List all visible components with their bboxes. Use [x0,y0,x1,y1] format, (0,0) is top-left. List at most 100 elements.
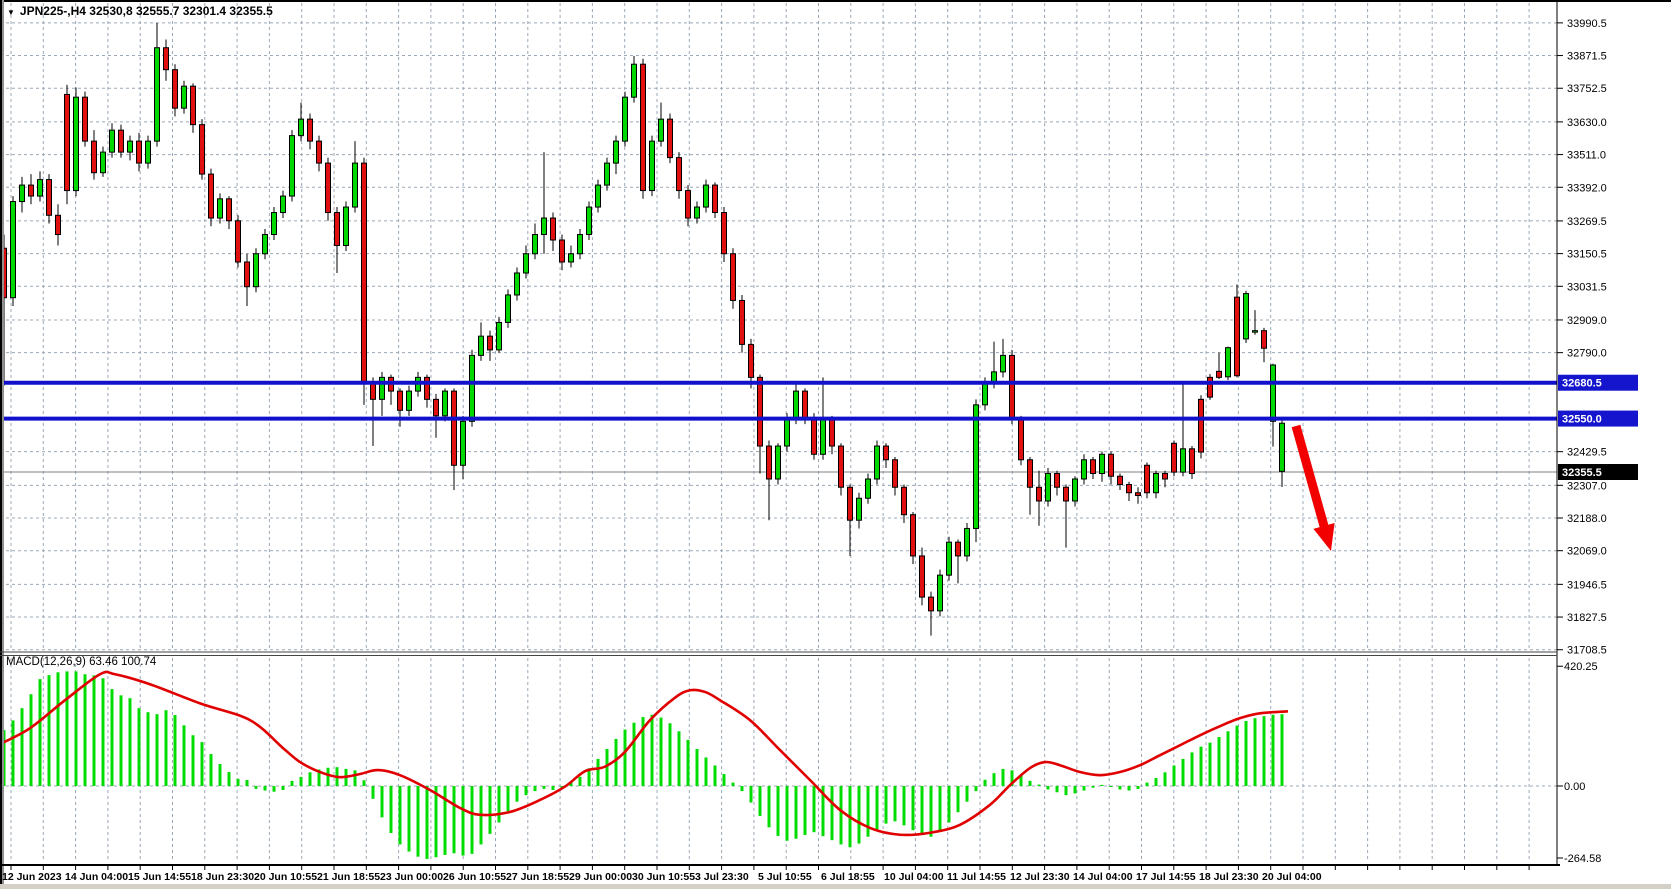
bearish-candle [1234,284,1240,378]
price-tick-label: 33511.0 [1567,150,1606,162]
bearish-candle [721,207,727,262]
bearish-candle [1162,470,1168,488]
bearish-candle [550,212,556,252]
price-tick-label: 32429.5 [1567,447,1607,459]
grid-lines [0,3,1557,862]
macd-tick-label: -264.58 [1564,853,1601,865]
bearish-candle [487,330,493,361]
bullish-candle [649,135,655,197]
time-tick-label: 11 Jul 14:55 [947,871,1006,883]
bullish-candle [37,171,43,202]
bullish-candle [1081,454,1087,485]
bullish-candle [865,473,871,504]
bullish-candle [262,229,268,260]
bullish-candle [1153,470,1159,499]
bearish-candle [883,443,889,469]
bearish-candle [838,443,844,496]
bullish-candle [10,196,16,306]
time-tick-label: 23 Jun 00:00 [380,871,443,883]
time-tick-label: 5 Jul 10:55 [758,871,812,883]
bearish-candle [730,248,736,309]
bullish-candle [352,141,358,213]
price-tick-label: 32307.0 [1567,480,1607,492]
bullish-candle [19,176,25,213]
bearish-candle [1063,484,1069,548]
bearish-candle [1216,352,1222,380]
bearish-candle [199,119,205,180]
bullish-candle [586,201,592,241]
bullish-candle [298,102,304,142]
chart-title-text: JPN225-,H4 32530,8 32555.7 32301.4 32355… [19,4,273,18]
bullish-candle [460,415,466,480]
price-tick-label: 32188.0 [1567,513,1607,525]
price-tag: 32680.5 [1558,374,1638,391]
bearish-candle [244,253,250,306]
down-arrow-annotation[interactable] [1291,424,1335,551]
bearish-candle [1054,470,1060,496]
bearish-candle [1126,481,1132,501]
bearish-candle [1018,415,1024,466]
bullish-candle [946,536,952,581]
bearish-candle [676,152,682,199]
bearish-candle [1144,462,1150,499]
bearish-candle [955,539,961,584]
window-left-edge [2,0,4,889]
time-tick-label: 14 Jul 04:00 [1073,871,1133,883]
bullish-candle [343,201,349,252]
price-tick-label: 33031.5 [1567,281,1607,293]
bullish-candle [1000,338,1006,378]
bearish-candle [892,457,898,496]
bullish-candle [1270,363,1276,447]
bearish-candle [163,39,169,81]
macd-indicator-label: MACD(12,26,9) 63.46 100.74 [6,656,157,668]
bearish-candle [307,113,313,150]
symbol-dropdown-icon[interactable]: ▼ [7,7,15,17]
price-tag-label: 32680.5 [1562,378,1602,390]
price-tick-label: 33752.5 [1567,83,1607,95]
price-tick-label: 32069.0 [1567,546,1607,558]
bullish-candle [694,201,700,224]
bearish-candle [766,440,772,521]
price-tick-label: 33269.5 [1567,216,1607,228]
bearish-candle [667,113,673,164]
price-tag: 32550.0 [1558,410,1638,427]
bullish-candle [280,190,286,219]
bearish-candle [1207,374,1213,400]
bearish-candle [559,234,565,271]
bullish-candle [1180,382,1186,477]
bearish-candle [433,393,439,438]
bearish-candle [640,58,646,199]
price-axis[interactable]: 33990.5 33871.5 33752.5 33630.0 33511.0 33392… [1557,18,1607,657]
time-tick-label: 30 Jun 10:55 [632,871,695,883]
bullish-candle [568,245,574,268]
bullish-candle [703,179,709,213]
price-tick-label: 32790.0 [1567,348,1607,360]
price-tick-label: 32909.0 [1567,315,1607,327]
bearish-candle [190,83,196,133]
bearish-candle [712,182,718,219]
bullish-candle [937,569,943,617]
bullish-candle [1072,476,1078,507]
time-tick-label: 26 Jun 10:55 [443,871,506,883]
bearish-candle [334,207,340,273]
bullish-candle [532,223,538,260]
bearish-candle [397,388,403,427]
bullish-candle [127,135,133,161]
time-tick-label: 3 Jul 23:30 [695,871,749,883]
macd-axis[interactable]: 420.25 0.00 -264.58 [1557,661,1601,865]
price-tick-label: 33150.5 [1567,249,1607,261]
bullish-candle [181,80,187,114]
bearish-candle [208,168,214,227]
time-tick-label: 18 Jul 23:30 [1199,871,1259,883]
price-tick-label: 33990.5 [1567,18,1607,30]
time-axis[interactable]: 12 Jun 2023 14 Jun 04:00 15 Jun 14:55 18 Ju… [2,866,1530,883]
bullish-candle [217,193,223,224]
bullish-candle [514,267,520,301]
bearish-candle [1261,327,1267,363]
bearish-candle [136,132,142,172]
bullish-candle [154,23,160,147]
macd-histogram [2,671,1284,859]
time-tick-label: 12 Jun 2023 [2,871,62,883]
